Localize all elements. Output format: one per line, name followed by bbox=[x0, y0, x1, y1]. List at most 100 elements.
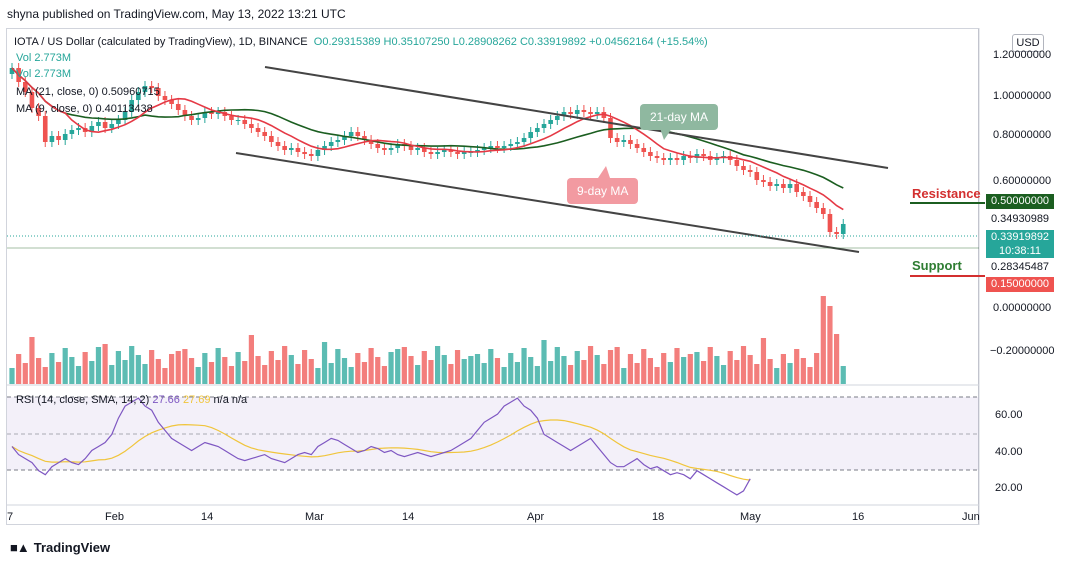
volume-bar bbox=[102, 344, 108, 384]
volume-bars bbox=[9, 296, 846, 384]
time-axis-label: Feb bbox=[105, 511, 124, 523]
candle-body bbox=[23, 82, 28, 92]
candle-body bbox=[781, 184, 786, 188]
volume-bar bbox=[488, 349, 494, 384]
volume-bar bbox=[208, 362, 215, 384]
legend-vol-1: Vol 2.773M bbox=[16, 52, 72, 64]
ma9-line bbox=[11, 67, 844, 211]
legend-rsi-row: RSI (14, close, SMA, 14, 2) 27.66 27.69 … bbox=[16, 394, 247, 406]
volume-bar bbox=[687, 354, 693, 384]
volume-bar bbox=[42, 367, 48, 384]
ma21-line bbox=[11, 67, 844, 189]
ma9-bubble-pointer bbox=[598, 166, 610, 178]
volume-bar bbox=[634, 363, 640, 384]
candle-body bbox=[628, 140, 633, 144]
volume-bar bbox=[115, 351, 121, 384]
volume-bar bbox=[242, 361, 248, 384]
volume-bar bbox=[262, 365, 268, 384]
legend-rsi-value: 27.66 bbox=[152, 394, 180, 406]
price-tag-ma9: 0.34930989 bbox=[986, 212, 1054, 227]
candle-body bbox=[475, 150, 480, 152]
volume-bar bbox=[435, 346, 441, 384]
volume-bar bbox=[381, 366, 387, 384]
volume-bar bbox=[601, 364, 607, 384]
candle-body bbox=[714, 158, 720, 160]
candle-body bbox=[821, 208, 826, 214]
time-axis-label: May bbox=[740, 511, 761, 523]
volume-bar bbox=[89, 361, 95, 384]
candle-body bbox=[355, 132, 361, 136]
volume-bar bbox=[528, 357, 534, 384]
publish-header: shyna published on TradingView.com, May … bbox=[7, 7, 346, 21]
volume-bar bbox=[275, 360, 281, 384]
candle-body bbox=[42, 116, 48, 142]
volume-bar bbox=[734, 360, 740, 384]
candle-body bbox=[62, 134, 68, 140]
volume-bar bbox=[621, 368, 627, 384]
candle-body bbox=[774, 184, 780, 186]
volume-bar bbox=[202, 353, 208, 384]
volume-bar bbox=[188, 358, 195, 384]
candle-body bbox=[189, 116, 194, 120]
volume-bar bbox=[16, 354, 22, 384]
volume-bar bbox=[408, 356, 414, 384]
volume-bar bbox=[774, 368, 780, 384]
candle-body bbox=[528, 132, 533, 138]
resistance-label: Resistance bbox=[912, 186, 981, 201]
candle-body bbox=[109, 124, 115, 128]
volume-bar bbox=[627, 354, 634, 384]
volume-bar bbox=[760, 338, 767, 384]
volume-bar bbox=[787, 363, 793, 384]
volume-bar bbox=[820, 296, 826, 384]
candle-body bbox=[535, 128, 540, 132]
candle-body bbox=[807, 196, 813, 202]
volume-bar bbox=[82, 352, 88, 384]
candle-body bbox=[235, 120, 241, 121]
time-axis-label: 14 bbox=[402, 511, 415, 523]
candle-body bbox=[548, 120, 553, 124]
candle-body bbox=[282, 146, 287, 150]
volume-bar bbox=[694, 352, 700, 384]
volume-bar bbox=[295, 364, 301, 384]
time-axis-label: 7 bbox=[7, 511, 14, 523]
candle-body bbox=[495, 146, 500, 148]
candle-body bbox=[515, 142, 520, 144]
volume-bar bbox=[308, 359, 314, 384]
candle-body bbox=[162, 96, 168, 100]
candle-body bbox=[415, 148, 420, 150]
legend-symbol: IOTA / US Dollar (calculated by TradingV… bbox=[14, 36, 308, 48]
candle-body bbox=[229, 116, 234, 120]
price-axis-label: 0.80000000 bbox=[993, 129, 1052, 141]
price-axis-label: 1.20000000 bbox=[993, 49, 1052, 61]
volume-bar bbox=[674, 348, 680, 384]
candle-body bbox=[767, 182, 773, 186]
candle-body bbox=[195, 118, 201, 120]
volume-bar bbox=[169, 354, 175, 384]
price-axis-label: −0.20000000 bbox=[990, 345, 1055, 357]
price-tag-last: 0.33919892 bbox=[986, 230, 1054, 244]
legend-rsi-sma: 27.69 bbox=[182, 394, 211, 406]
volume-bar bbox=[182, 349, 188, 384]
candle-body bbox=[694, 154, 700, 158]
candle-body bbox=[461, 152, 467, 154]
volume-bar bbox=[681, 357, 687, 384]
volume-bar bbox=[421, 351, 427, 384]
volume-bar bbox=[840, 366, 846, 384]
volume-bar bbox=[740, 346, 747, 384]
volume-bar bbox=[794, 349, 800, 384]
volume-bar bbox=[375, 357, 381, 384]
volume-bar bbox=[607, 350, 614, 384]
candle-body bbox=[102, 122, 108, 128]
volume-bar bbox=[494, 358, 501, 384]
candle-body bbox=[9, 68, 15, 74]
currency-button[interactable]: USD bbox=[1012, 34, 1044, 52]
volume-bar bbox=[754, 364, 760, 384]
volume-bar bbox=[581, 360, 587, 384]
volume-bar bbox=[701, 361, 707, 384]
candle-body bbox=[348, 132, 354, 136]
candle-body bbox=[269, 136, 274, 142]
candle-body bbox=[275, 142, 281, 146]
volume-bar bbox=[69, 357, 75, 384]
candle-body bbox=[328, 142, 334, 146]
